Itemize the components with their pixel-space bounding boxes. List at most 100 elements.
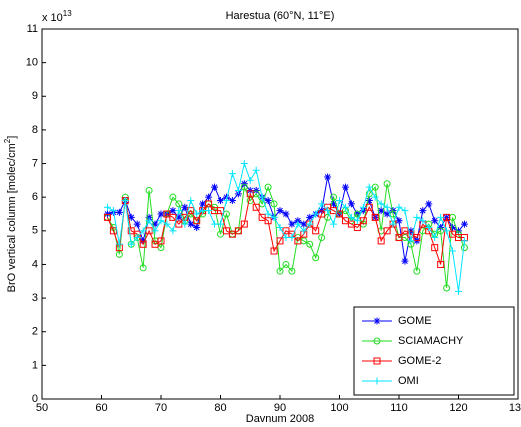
marker — [115, 250, 123, 258]
marker — [127, 240, 135, 248]
marker — [240, 160, 248, 168]
marker — [234, 186, 242, 194]
x-tick-label: 50 — [36, 402, 48, 414]
marker — [133, 234, 141, 242]
marker — [425, 223, 433, 231]
marker — [151, 220, 159, 228]
y-scale-exponent: 13 — [63, 9, 72, 18]
marker — [341, 203, 349, 211]
marker — [103, 203, 111, 211]
marker — [318, 234, 326, 242]
marker — [373, 377, 381, 385]
marker — [246, 176, 254, 184]
marker — [419, 217, 427, 225]
marker — [205, 207, 213, 215]
marker — [240, 220, 248, 228]
marker — [324, 207, 332, 215]
marker — [151, 227, 159, 235]
marker — [222, 197, 230, 205]
marker — [145, 217, 153, 225]
marker — [294, 237, 302, 245]
marker — [330, 193, 338, 201]
marker — [264, 197, 272, 205]
x-tick-label: 90 — [274, 402, 286, 414]
marker — [371, 213, 379, 221]
y-tick-label: 5 — [32, 225, 38, 237]
y-label-text: BrO vertical column [molec/cm — [6, 143, 18, 292]
marker — [341, 183, 349, 191]
marker — [181, 203, 189, 211]
marker — [264, 210, 272, 218]
marker — [389, 220, 397, 228]
marker — [449, 247, 457, 255]
y-tick-label: 3 — [32, 292, 38, 304]
marker — [431, 234, 439, 242]
marker — [288, 234, 296, 242]
marker — [103, 213, 111, 221]
marker — [169, 213, 177, 221]
x-tick-label: 120 — [449, 402, 467, 414]
marker — [139, 240, 147, 248]
marker — [199, 207, 207, 215]
y-tick-label: 9 — [32, 90, 38, 102]
marker — [169, 227, 177, 235]
marker — [246, 190, 254, 198]
marker — [353, 223, 361, 231]
marker — [443, 227, 451, 235]
marker — [282, 260, 290, 268]
marker — [199, 200, 207, 208]
marker — [211, 220, 219, 228]
marker — [401, 257, 409, 265]
legend-box — [353, 306, 515, 396]
marker — [419, 207, 427, 215]
marker — [169, 207, 177, 215]
marker — [139, 227, 147, 235]
marker — [359, 203, 367, 211]
x-axis-label: Davnum 2008 — [246, 413, 315, 425]
marker — [395, 203, 403, 211]
marker — [145, 186, 153, 194]
marker — [377, 237, 385, 245]
chart-title: Harestua (60°N, 11°E) — [226, 10, 335, 22]
marker — [330, 220, 338, 228]
marker — [431, 217, 439, 225]
marker — [373, 337, 381, 345]
marker — [228, 170, 236, 178]
series — [103, 160, 468, 295]
marker — [373, 317, 381, 325]
marker — [395, 217, 403, 225]
marker — [276, 207, 284, 215]
y-scale: x 1013 — [42, 9, 72, 24]
x-tick-label: 110 — [390, 402, 408, 414]
marker — [258, 193, 266, 201]
marker — [282, 210, 290, 218]
marker — [347, 213, 355, 221]
marker — [109, 227, 117, 235]
x-tick-label: 70 — [155, 402, 167, 414]
marker — [133, 220, 141, 228]
marker — [270, 200, 278, 208]
marker — [193, 223, 201, 231]
marker — [312, 254, 320, 262]
marker — [431, 244, 439, 252]
marker — [270, 247, 278, 255]
marker — [288, 267, 296, 275]
marker — [336, 197, 343, 205]
marker — [413, 213, 421, 221]
marker — [157, 237, 165, 245]
marker — [449, 223, 457, 231]
marker — [389, 210, 397, 218]
marker — [460, 220, 468, 228]
marker — [371, 193, 379, 201]
marker — [228, 197, 236, 205]
legend-label: GOME-2 — [398, 355, 441, 367]
marker — [157, 210, 165, 218]
marker — [276, 223, 284, 231]
y-axis-label: BrO vertical column [molec/cm2] — [3, 136, 18, 293]
marker — [264, 183, 272, 191]
marker — [460, 237, 468, 245]
marker — [294, 220, 302, 228]
marker — [306, 240, 314, 248]
y-tick-label: 6 — [32, 191, 38, 203]
